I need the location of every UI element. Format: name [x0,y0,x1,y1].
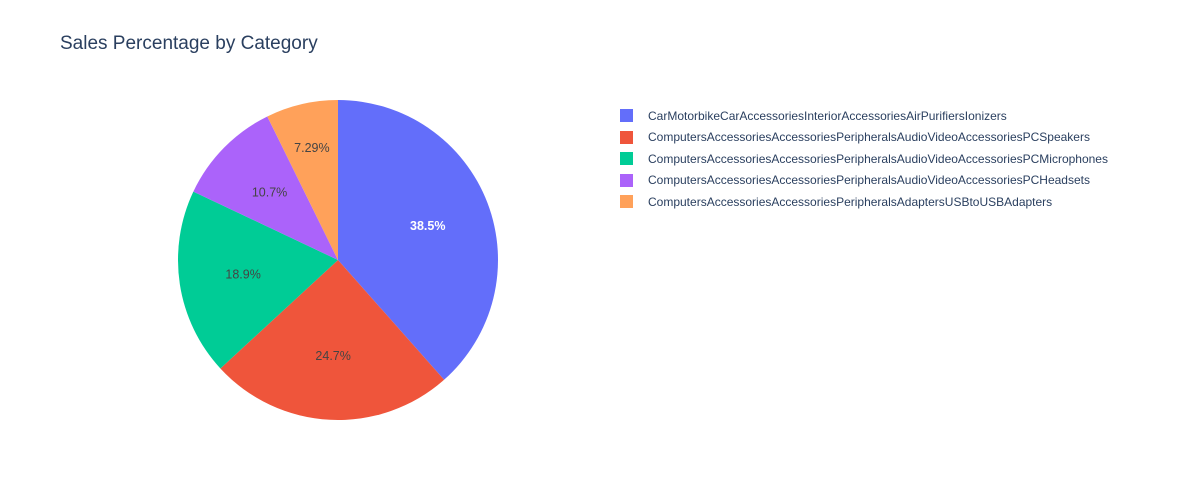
legend-label: ComputersAccessoriesAccessoriesPeriphera… [648,151,1108,166]
legend[interactable]: CarMotorbikeCarAccessoriesInteriorAccess… [620,105,1108,213]
slice-label-3: 18.9% [225,268,260,282]
legend-swatch [620,109,633,123]
pie-slice-5[interactable] [267,100,338,260]
legend-swatch [620,173,633,187]
slice-label-2: 24.7% [315,349,350,363]
legend-item[interactable]: ComputersAccessoriesAccessoriesPeriphera… [620,127,1108,149]
legend-item[interactable]: ComputersAccessoriesAccessoriesPeriphera… [620,191,1108,213]
legend-label: ComputersAccessoriesAccessoriesPeriphera… [648,173,1090,188]
pie-slice-3[interactable] [177,191,338,369]
legend-item[interactable]: CarMotorbikeCarAccessoriesInteriorAccess… [620,105,1108,127]
pie-slice-1[interactable] [338,100,498,380]
chart-title: Sales Percentage by Category [60,33,318,54]
legend-item[interactable]: ComputersAccessoriesAccessoriesPeriphera… [620,170,1108,192]
legend-label: ComputersAccessoriesAccessoriesPeriphera… [648,194,1053,209]
slice-label-5: 7.29% [294,141,329,155]
legend-item[interactable]: ComputersAccessoriesAccessoriesPeriphera… [620,148,1108,170]
legend-label: ComputersAccessoriesAccessoriesPeriphera… [648,130,1090,145]
legend-swatch [620,130,633,144]
pie-slice-2[interactable] [220,260,445,420]
pie-slice-4[interactable] [193,116,338,260]
legend-label: CarMotorbikeCarAccessoriesInteriorAccess… [648,108,1007,123]
slice-label-4: 10.7% [252,186,287,200]
legend-swatch [620,195,633,209]
legend-swatch [620,152,633,166]
slice-label-1: 38.5% [410,219,445,233]
